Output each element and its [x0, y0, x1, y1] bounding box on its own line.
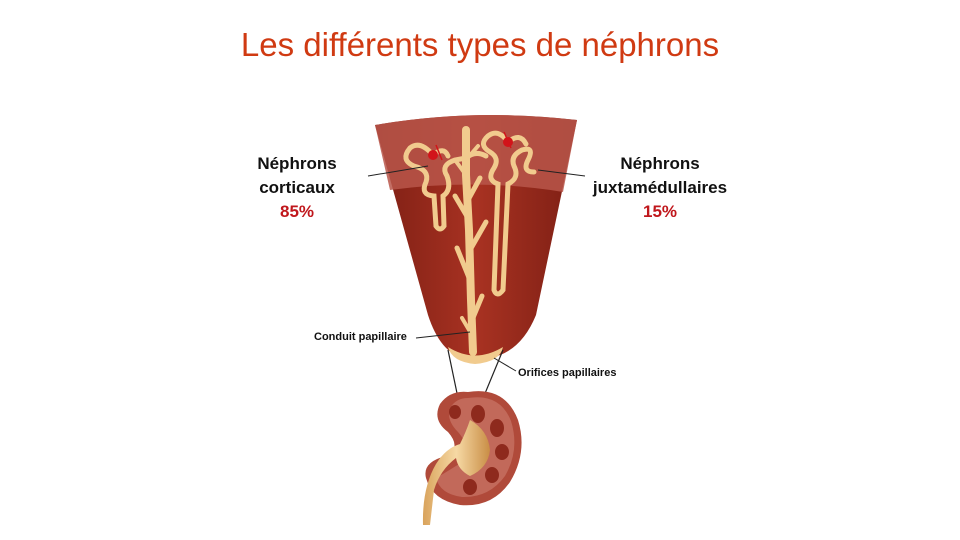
papilla-tip	[448, 347, 503, 364]
renal-pelvis-and-ureter	[422, 420, 490, 525]
cortical-line2: corticaux	[259, 178, 335, 197]
juxta-line1: Néphrons	[620, 154, 700, 173]
leader-lines	[367, 165, 586, 372]
kidney	[422, 391, 522, 525]
juxta-percent: 15%	[642, 202, 678, 221]
cortical-arteriole	[435, 144, 443, 161]
juxta-line2: juxtamédullaires	[592, 178, 728, 197]
kidney-pyramids	[449, 405, 509, 495]
juxtamedullary-arteriole	[503, 131, 512, 149]
cortical-line1: Néphrons	[257, 154, 337, 173]
cortical-nephrons-label: Néphrons corticaux 85%	[232, 152, 362, 224]
cortical-percent: 85%	[279, 202, 315, 221]
cortical-glomerulus	[428, 150, 438, 160]
papillary-duct-label: Conduit papillaire	[314, 331, 407, 343]
juxtamedullary-nephrons-label: Néphrons juxtamédullaires 15%	[585, 152, 735, 224]
page-title: Les différents types de néphrons	[240, 26, 720, 63]
papillary-orifices-label: Orifices papillaires	[518, 367, 617, 379]
